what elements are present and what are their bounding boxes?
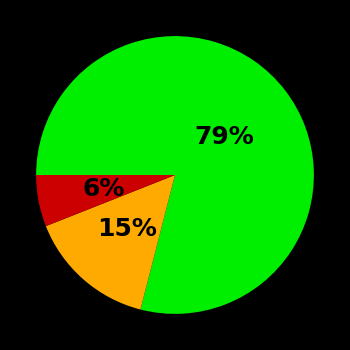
Wedge shape (46, 175, 175, 309)
Text: 15%: 15% (97, 217, 157, 241)
Wedge shape (36, 175, 175, 226)
Text: 6%: 6% (83, 176, 125, 201)
Wedge shape (36, 36, 314, 314)
Text: 79%: 79% (195, 125, 254, 149)
